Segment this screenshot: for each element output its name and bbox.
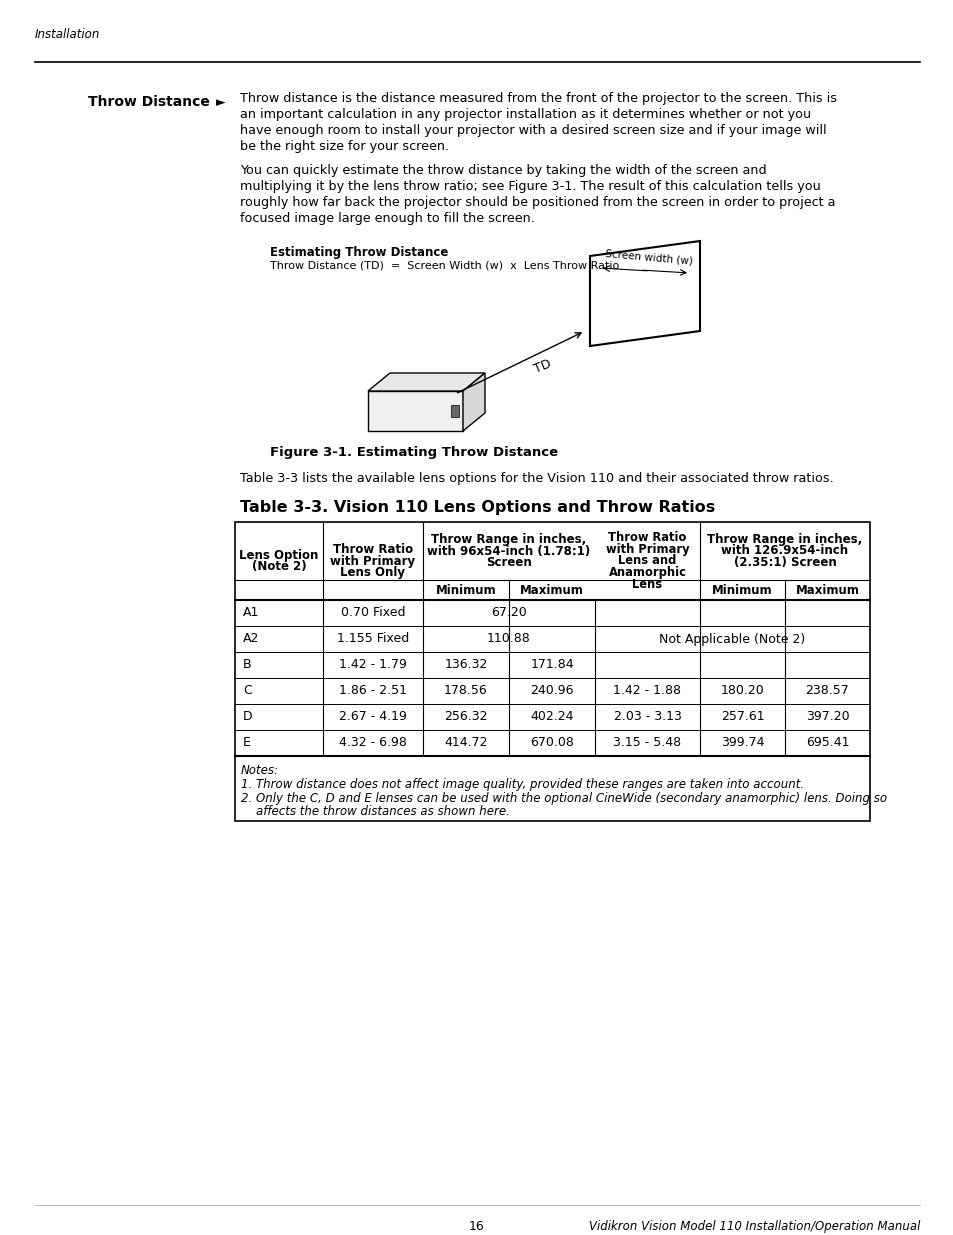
Text: Vidikron Vision Model 110 Installation/Operation Manual: Vidikron Vision Model 110 Installation/O… <box>588 1220 919 1233</box>
Text: 402.24: 402.24 <box>530 710 573 724</box>
Text: 240.96: 240.96 <box>530 684 573 698</box>
Text: 1.86 - 2.51: 1.86 - 2.51 <box>338 684 407 698</box>
Text: 180.20: 180.20 <box>720 684 763 698</box>
Text: be the right size for your screen.: be the right size for your screen. <box>240 140 449 153</box>
Text: 16: 16 <box>469 1220 484 1233</box>
Text: Minimum: Minimum <box>712 583 772 597</box>
Polygon shape <box>368 373 484 391</box>
Text: 1.42 - 1.79: 1.42 - 1.79 <box>338 658 407 672</box>
Text: 399.74: 399.74 <box>720 736 763 750</box>
Text: Table 3-3 lists the available lens options for the Vision 110 and their associat: Table 3-3 lists the available lens optio… <box>240 472 833 485</box>
Text: (Note 2): (Note 2) <box>252 561 306 573</box>
Text: 397.20: 397.20 <box>805 710 848 724</box>
Text: 1. Throw distance does not affect image quality, provided these ranges are taken: 1. Throw distance does not affect image … <box>241 778 803 790</box>
Text: 670.08: 670.08 <box>530 736 574 750</box>
Text: with 126.9x54-inch: with 126.9x54-inch <box>720 545 847 557</box>
Text: 414.72: 414.72 <box>444 736 487 750</box>
Text: E: E <box>243 736 251 750</box>
Text: (2.35:1) Screen: (2.35:1) Screen <box>733 557 836 569</box>
Text: 1.155 Fixed: 1.155 Fixed <box>336 632 409 646</box>
Text: 2. Only the C, D and E lenses can be used with the optional CineWide (secondary : 2. Only the C, D and E lenses can be use… <box>241 792 886 805</box>
Text: 257.61: 257.61 <box>720 710 763 724</box>
Text: 256.32: 256.32 <box>444 710 487 724</box>
Text: multiplying it by the lens throw ratio; see Figure 3-1. The result of this calcu: multiplying it by the lens throw ratio; … <box>240 180 820 193</box>
Text: 171.84: 171.84 <box>530 658 573 672</box>
Text: roughly how far back the projector should be positioned from the screen in order: roughly how far back the projector shoul… <box>240 196 835 209</box>
Text: Minimum: Minimum <box>436 583 496 597</box>
Text: Throw Ratio: Throw Ratio <box>333 542 413 556</box>
Text: 1.42 - 1.88: 1.42 - 1.88 <box>613 684 680 698</box>
Text: A2: A2 <box>243 632 259 646</box>
Text: TD: TD <box>532 357 553 377</box>
Text: Estimating Throw Distance: Estimating Throw Distance <box>270 246 448 259</box>
Text: Lens Only: Lens Only <box>340 567 405 579</box>
Text: Table 3-3. Vision 110 Lens Options and Throw Ratios: Table 3-3. Vision 110 Lens Options and T… <box>240 500 715 515</box>
Text: 4.32 - 6.98: 4.32 - 6.98 <box>338 736 407 750</box>
Text: Screen: Screen <box>486 557 532 569</box>
Text: 2.03 - 3.13: 2.03 - 3.13 <box>613 710 680 724</box>
Text: D: D <box>243 710 253 724</box>
Text: 2.67 - 4.19: 2.67 - 4.19 <box>338 710 407 724</box>
Text: Throw Distance: Throw Distance <box>88 95 210 109</box>
Text: Throw Distance (TD)  =  Screen Width (w)  x  Lens Throw Ratio: Throw Distance (TD) = Screen Width (w) x… <box>270 261 618 270</box>
Text: 695.41: 695.41 <box>805 736 848 750</box>
Text: 238.57: 238.57 <box>804 684 848 698</box>
Text: Figure 3-1. Estimating Throw Distance: Figure 3-1. Estimating Throw Distance <box>270 446 558 459</box>
Text: 3.15 - 5.48: 3.15 - 5.48 <box>613 736 680 750</box>
Text: Lens and: Lens and <box>618 555 676 568</box>
Text: 0.70 Fixed: 0.70 Fixed <box>340 606 405 620</box>
Text: Maximum: Maximum <box>795 583 859 597</box>
Text: Installation: Installation <box>35 28 100 41</box>
Text: Throw distance is the distance measured from the front of the projector to the s: Throw distance is the distance measured … <box>240 91 836 105</box>
Text: A1: A1 <box>243 606 259 620</box>
Text: an important calculation in any projector installation as it determines whether : an important calculation in any projecto… <box>240 107 810 121</box>
Text: Lens Option: Lens Option <box>239 548 318 562</box>
Text: focused image large enough to fill the screen.: focused image large enough to fill the s… <box>240 212 535 225</box>
Text: B: B <box>243 658 252 672</box>
Text: Not Applicable (Note 2): Not Applicable (Note 2) <box>659 632 804 646</box>
Text: Throw Range in inches,: Throw Range in inches, <box>706 532 862 546</box>
Text: 110.88: 110.88 <box>487 632 530 646</box>
Text: 136.32: 136.32 <box>444 658 487 672</box>
Text: Throw Range in inches,: Throw Range in inches, <box>431 532 586 546</box>
Text: 178.56: 178.56 <box>444 684 487 698</box>
Text: Lens: Lens <box>632 578 662 590</box>
Text: ►: ► <box>215 96 226 109</box>
Bar <box>234 522 869 821</box>
Text: You can quickly estimate the throw distance by taking the width of the screen an: You can quickly estimate the throw dista… <box>240 164 766 177</box>
Text: Throw Ratio: Throw Ratio <box>608 531 686 545</box>
Text: Maximum: Maximum <box>519 583 583 597</box>
Text: affects the throw distances as shown here.: affects the throw distances as shown her… <box>241 805 509 818</box>
Text: Screen width (w): Screen width (w) <box>604 248 693 266</box>
Text: 67.20: 67.20 <box>491 606 526 620</box>
Text: Notes:: Notes: <box>241 764 278 777</box>
Text: with Primary: with Primary <box>605 543 689 556</box>
Text: with Primary: with Primary <box>330 555 416 568</box>
Polygon shape <box>368 391 462 431</box>
Text: Anamorphic: Anamorphic <box>608 566 686 579</box>
Polygon shape <box>462 373 484 431</box>
Bar <box>451 405 458 417</box>
Text: have enough room to install your projector with a desired screen size and if you: have enough room to install your project… <box>240 124 825 137</box>
Text: C: C <box>243 684 252 698</box>
Text: with 96x54-inch (1.78:1): with 96x54-inch (1.78:1) <box>427 545 590 557</box>
